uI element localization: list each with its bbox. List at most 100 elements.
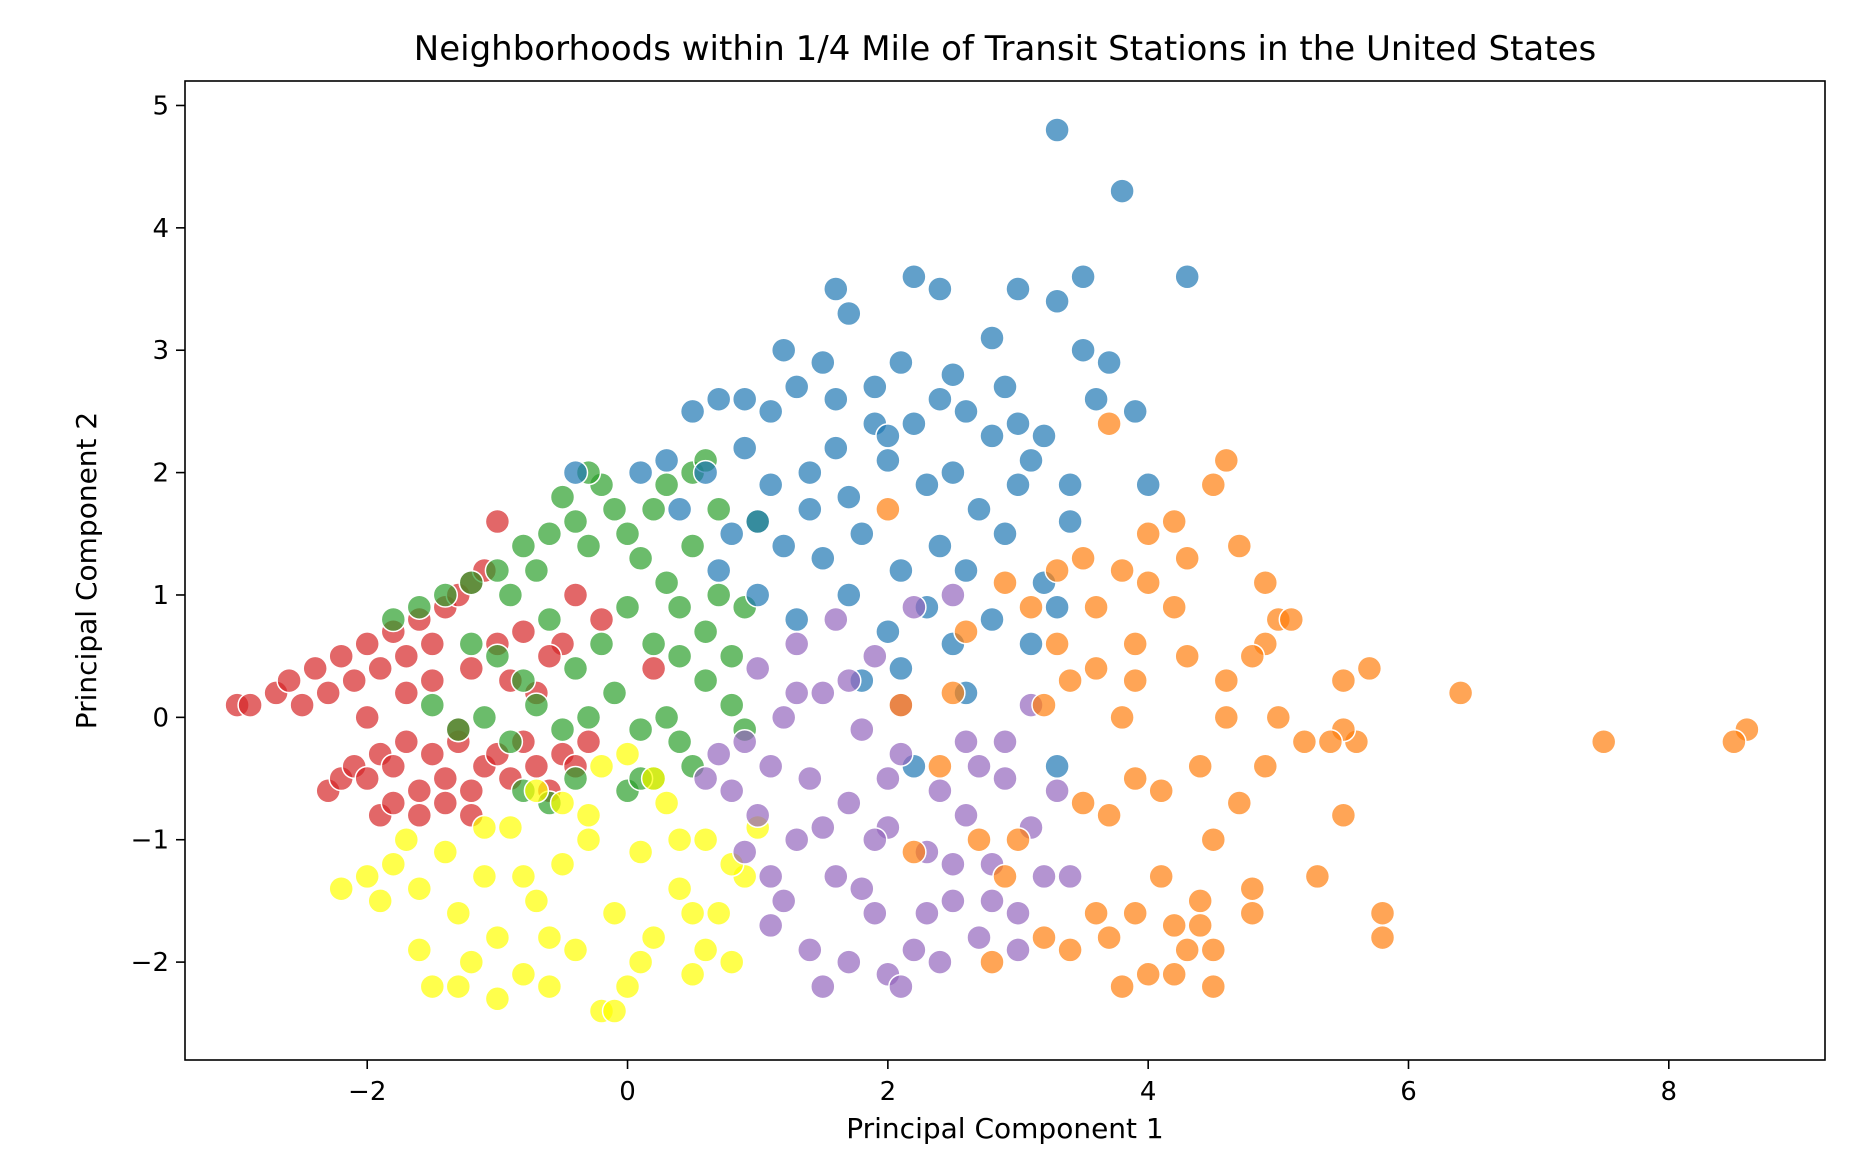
data-point bbox=[627, 716, 654, 743]
data-point bbox=[836, 300, 862, 327]
data-point bbox=[1291, 729, 1318, 755]
data-point bbox=[1148, 863, 1174, 890]
y-tick-label: 0 bbox=[152, 703, 169, 733]
data-point bbox=[562, 937, 589, 963]
data-point bbox=[406, 778, 433, 804]
data-point bbox=[849, 875, 875, 902]
data-point bbox=[380, 606, 407, 633]
data-point bbox=[1070, 545, 1096, 572]
data-point bbox=[536, 973, 563, 1000]
data-point bbox=[1109, 178, 1135, 204]
data-point bbox=[770, 888, 797, 914]
data-point bbox=[510, 961, 537, 988]
data-point bbox=[627, 545, 654, 572]
data-point bbox=[549, 851, 576, 877]
data-point bbox=[940, 680, 966, 706]
data-point bbox=[953, 729, 979, 755]
data-point bbox=[1226, 790, 1253, 816]
data-point bbox=[458, 655, 485, 682]
data-point bbox=[875, 496, 901, 523]
data-point bbox=[1239, 875, 1266, 902]
data-point bbox=[992, 729, 1018, 755]
data-point bbox=[549, 716, 576, 743]
points-layer bbox=[224, 117, 1760, 1024]
data-point bbox=[419, 631, 446, 657]
data-point bbox=[1044, 778, 1070, 804]
y-tick-label: −2 bbox=[131, 948, 169, 978]
data-point bbox=[289, 692, 315, 718]
data-point bbox=[797, 459, 823, 486]
data-point bbox=[484, 986, 511, 1012]
data-point bbox=[341, 667, 367, 694]
data-point bbox=[1057, 667, 1083, 694]
data-point bbox=[1044, 753, 1070, 780]
data-point bbox=[523, 753, 550, 780]
data-point bbox=[862, 374, 888, 400]
data-point bbox=[523, 888, 550, 914]
data-point bbox=[1109, 704, 1135, 731]
data-point bbox=[614, 594, 641, 620]
data-point bbox=[1070, 337, 1096, 363]
data-point bbox=[1031, 423, 1057, 449]
data-point bbox=[1018, 447, 1044, 474]
data-point bbox=[497, 814, 524, 841]
data-point bbox=[1174, 643, 1200, 669]
x-axis: −2 0 2 4 6 8 bbox=[348, 1060, 1677, 1107]
data-point bbox=[601, 998, 628, 1024]
data-point bbox=[523, 778, 550, 804]
data-point bbox=[627, 459, 654, 486]
data-point bbox=[823, 386, 849, 412]
data-point bbox=[640, 924, 667, 951]
data-point bbox=[484, 508, 511, 535]
data-point bbox=[731, 386, 758, 412]
chart-title: Neighborhoods within 1/4 Mile of Transit… bbox=[414, 29, 1596, 69]
data-point bbox=[1044, 557, 1070, 584]
data-point bbox=[966, 826, 992, 853]
data-point bbox=[757, 863, 784, 890]
data-point bbox=[354, 631, 380, 657]
data-point bbox=[588, 606, 615, 633]
data-point bbox=[823, 435, 849, 461]
data-point bbox=[992, 863, 1018, 890]
y-tick-label: 3 bbox=[152, 336, 169, 366]
data-point bbox=[679, 961, 706, 988]
data-point bbox=[757, 472, 784, 498]
data-point bbox=[692, 826, 719, 853]
data-point bbox=[640, 631, 667, 657]
data-point bbox=[901, 937, 927, 963]
data-point bbox=[731, 839, 758, 865]
data-point bbox=[744, 582, 771, 608]
data-point bbox=[966, 924, 992, 951]
data-point bbox=[927, 276, 953, 302]
data-point bbox=[1122, 667, 1148, 694]
data-point bbox=[666, 875, 693, 902]
data-point bbox=[562, 459, 589, 486]
data-point bbox=[875, 423, 901, 449]
data-point bbox=[679, 900, 706, 926]
data-point bbox=[1031, 863, 1057, 890]
data-point bbox=[1057, 863, 1083, 890]
data-point bbox=[640, 496, 667, 523]
data-point bbox=[653, 704, 680, 731]
data-point bbox=[575, 533, 602, 559]
data-point bbox=[1265, 704, 1292, 731]
data-point bbox=[888, 973, 914, 1000]
data-point bbox=[1096, 924, 1122, 951]
y-tick-label: 2 bbox=[152, 459, 169, 489]
data-point bbox=[419, 973, 446, 1000]
data-point bbox=[523, 557, 550, 584]
y-tick-label: 1 bbox=[152, 581, 169, 611]
data-point bbox=[393, 680, 420, 706]
data-point bbox=[406, 802, 433, 829]
data-point bbox=[1161, 912, 1187, 939]
series-cluster-orange bbox=[875, 410, 1760, 1000]
data-point bbox=[875, 765, 901, 792]
data-point bbox=[1213, 667, 1240, 694]
data-point bbox=[940, 851, 966, 877]
data-point bbox=[1096, 410, 1122, 437]
data-point bbox=[575, 704, 602, 731]
data-point bbox=[888, 655, 914, 682]
data-point bbox=[549, 790, 576, 816]
data-point bbox=[510, 533, 537, 559]
data-point bbox=[432, 790, 459, 816]
